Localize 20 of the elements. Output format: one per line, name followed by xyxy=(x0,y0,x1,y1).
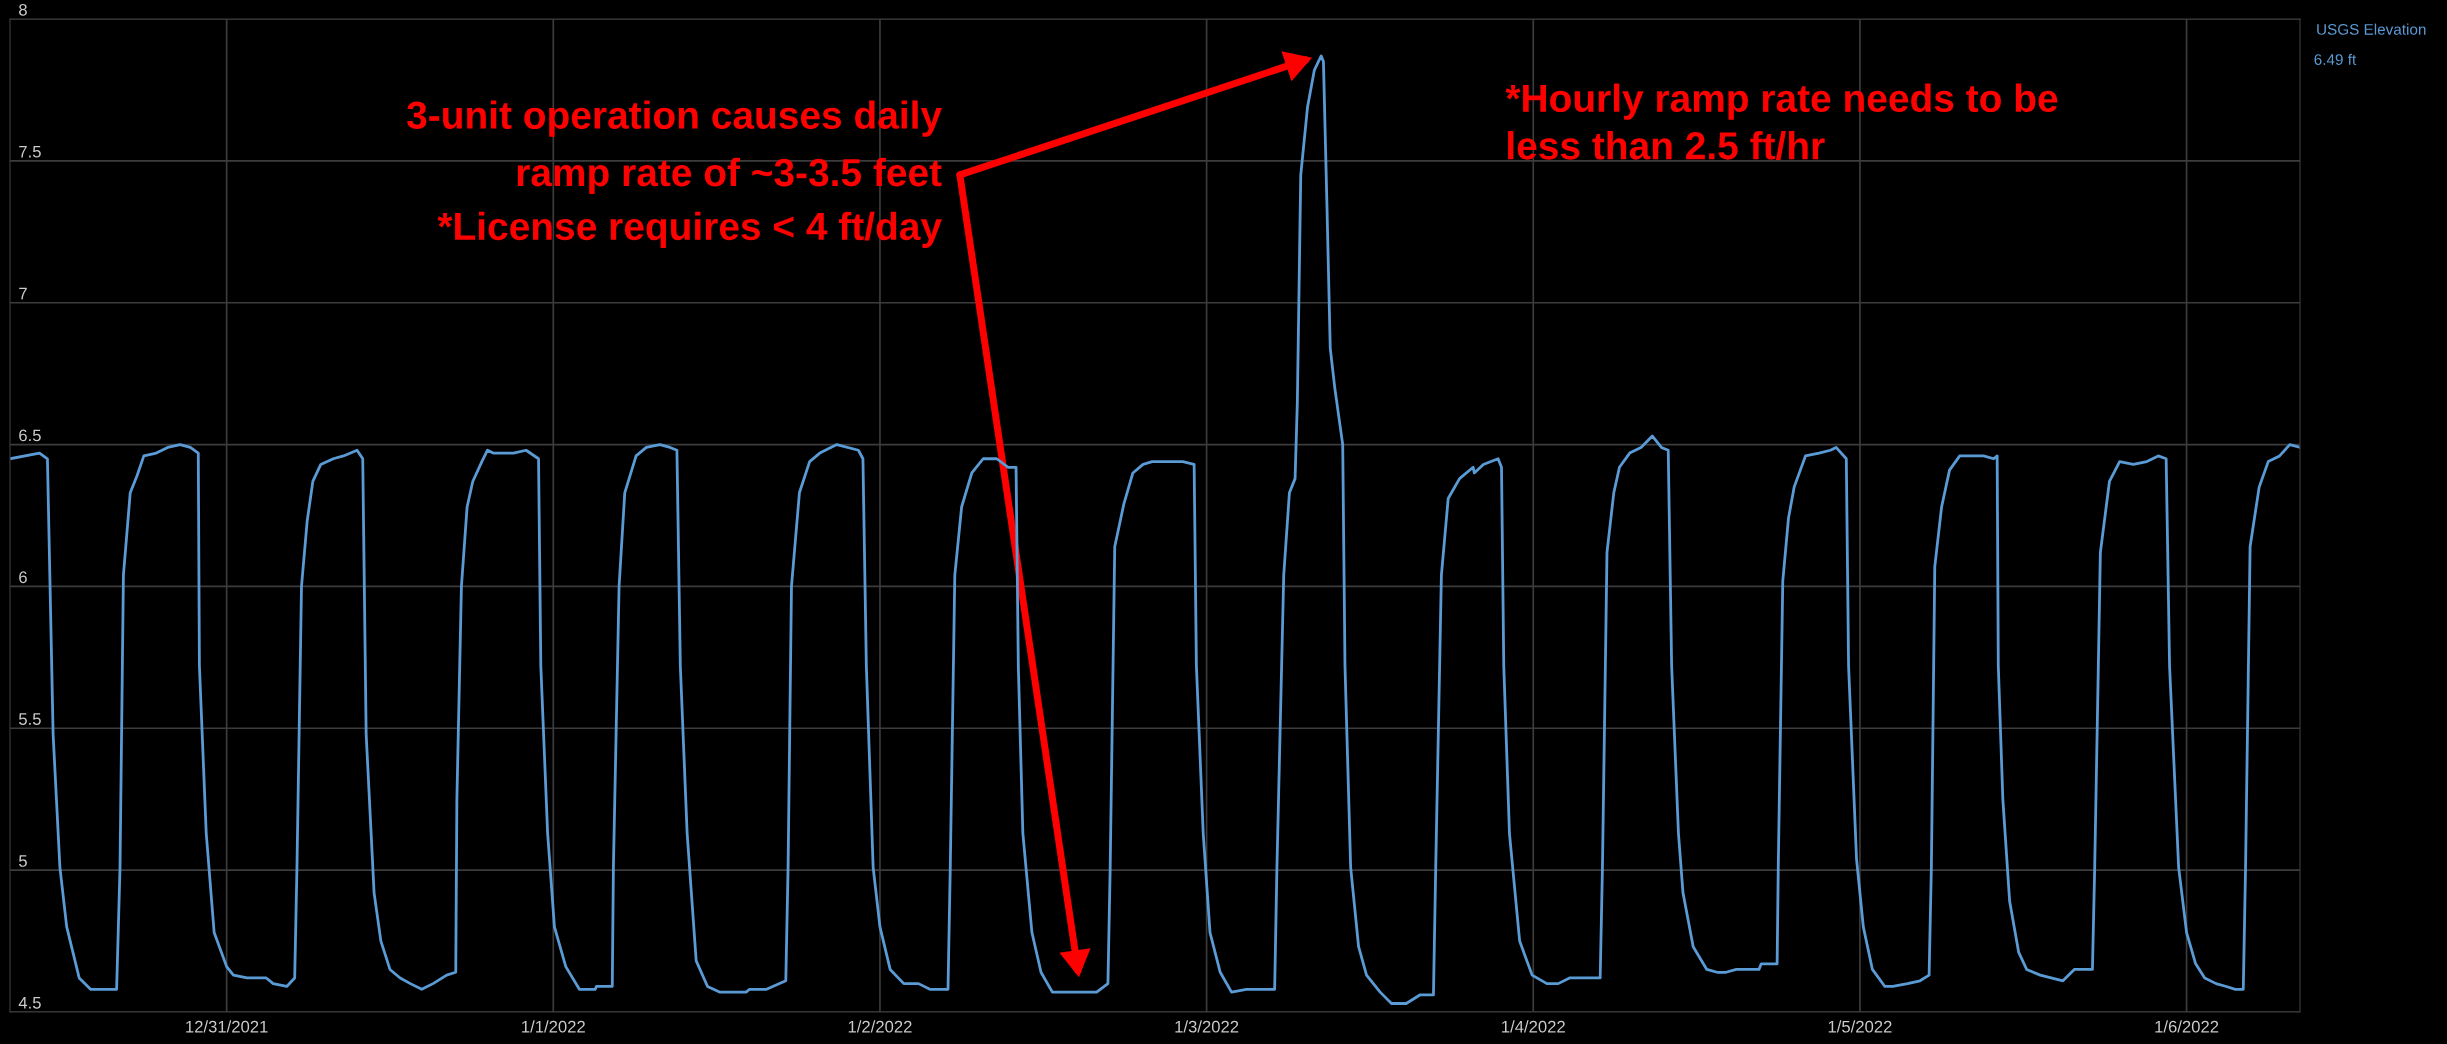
annotation: *Hourly ramp rate needs to be less than 2.5 ft/hr xyxy=(1505,83,2058,161)
y-tick-label: 5.5 xyxy=(19,713,41,725)
text: 6.49 ft xyxy=(2314,53,2357,65)
annotation: *License requires < 4 ft/day xyxy=(437,211,942,248)
text: USGS Elevation xyxy=(2317,23,2426,35)
y-tick-label: 8 xyxy=(19,3,27,16)
annotation: 3-unit operation causes daily ramp rate of ~3-3.5 feet xyxy=(407,100,942,195)
x-tick-label: 1/6/2022 xyxy=(2155,1020,2219,1033)
y-tick-label: 5 xyxy=(19,855,27,867)
x-tick-label: 1/2/2022 xyxy=(848,1020,912,1033)
x-tick-label: 1/5/2022 xyxy=(1828,1020,1892,1033)
y-tick-label: 7 xyxy=(19,287,27,300)
y-tick-label: 7.5 xyxy=(19,145,41,158)
x-tick-label: 1/3/2022 xyxy=(1175,1020,1239,1033)
y-tick-label: 4.5 xyxy=(18,997,41,1009)
y-tick-label: 6.5 xyxy=(19,429,41,442)
y-tick-label: 6 xyxy=(19,571,27,584)
x-tick-label: 1/4/2022 xyxy=(1502,1020,1565,1033)
x-tick-label: 12/31/2021 xyxy=(186,1020,268,1033)
x-tick-label: 1/1/2022 xyxy=(522,1020,585,1033)
